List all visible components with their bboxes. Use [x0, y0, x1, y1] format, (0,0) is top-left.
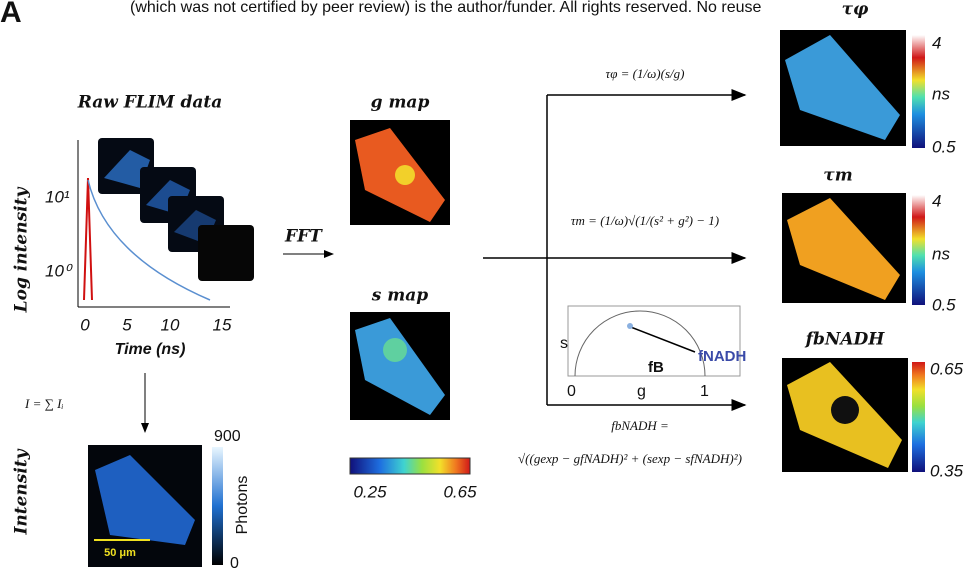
irf [84, 178, 92, 300]
sum-formula: I = ∑ Iᵢ [24, 396, 64, 411]
colorbar [350, 458, 470, 474]
scale-bar-label: 50 μm [104, 547, 136, 559]
colorbar-max: 0.65 [443, 482, 477, 501]
colorbar-min: 0.5 [932, 137, 956, 156]
colorbar-unit: ns [932, 84, 950, 103]
colorbar [912, 195, 925, 305]
x-tick: 0 [80, 315, 90, 334]
s-map-title: s map [371, 286, 428, 306]
y-tick: 10¹ [45, 187, 70, 206]
fb-label: fB [648, 359, 664, 376]
spot [395, 165, 415, 185]
formula: τm = (1/ω)√(1/(s² + g²) − 1) [571, 213, 719, 228]
colorbar [212, 447, 223, 565]
figure: A (which was not certified by peer revie… [0, 0, 973, 573]
panel-label: A [0, 0, 22, 29]
colorbar-max: 4 [932, 191, 941, 210]
phasor-y-label: s [560, 335, 568, 352]
x-tick: 5 [122, 315, 132, 334]
formula: τφ = (1/ω)(s/g) [606, 66, 685, 81]
colorbar-unit: ns [932, 244, 950, 263]
colorbar-min: 0.25 [353, 482, 387, 501]
colorbar [912, 362, 925, 472]
colorbar [912, 35, 925, 148]
formula: √((gexp − gfNADH)² + (sexp − sfNADH)²) [518, 451, 742, 466]
colorbar-max: 0.65 [930, 359, 964, 378]
output-title: fbNADH [805, 330, 886, 350]
watermark: (which was not certified by peer review)… [130, 0, 762, 16]
g-map-title: g map [371, 93, 430, 113]
point [627, 323, 633, 329]
x-label: Time (ns) [115, 341, 186, 358]
phasor-x-label: g [637, 383, 646, 400]
colorbar-max: 900 [214, 428, 241, 445]
output-title: τφ [842, 0, 869, 20]
intensity-label: Intensity [12, 448, 32, 535]
phasor-x-max: 1 [700, 383, 709, 400]
colorbar-label: Photons [234, 476, 251, 535]
output-title: τm [823, 166, 852, 186]
formula: fbNADH = [611, 418, 669, 433]
y-label: Log intensity [12, 187, 32, 314]
spot [831, 396, 859, 424]
colorbar-min: 0 [230, 555, 239, 572]
spot [383, 338, 407, 362]
phasor-x-min: 0 [567, 383, 576, 400]
y-tick: 10⁰ [45, 261, 73, 280]
fft-label: FFT [284, 227, 323, 247]
colorbar-min: 0.35 [930, 461, 964, 480]
raw-title: Raw FLIM data [77, 93, 223, 113]
image [198, 225, 254, 281]
colorbar-min: 0.5 [932, 295, 956, 314]
x-tick: 10 [161, 315, 180, 334]
fnadh-label: fNADH [698, 348, 746, 365]
colorbar-max: 4 [932, 33, 941, 52]
x-tick: 15 [213, 315, 232, 334]
